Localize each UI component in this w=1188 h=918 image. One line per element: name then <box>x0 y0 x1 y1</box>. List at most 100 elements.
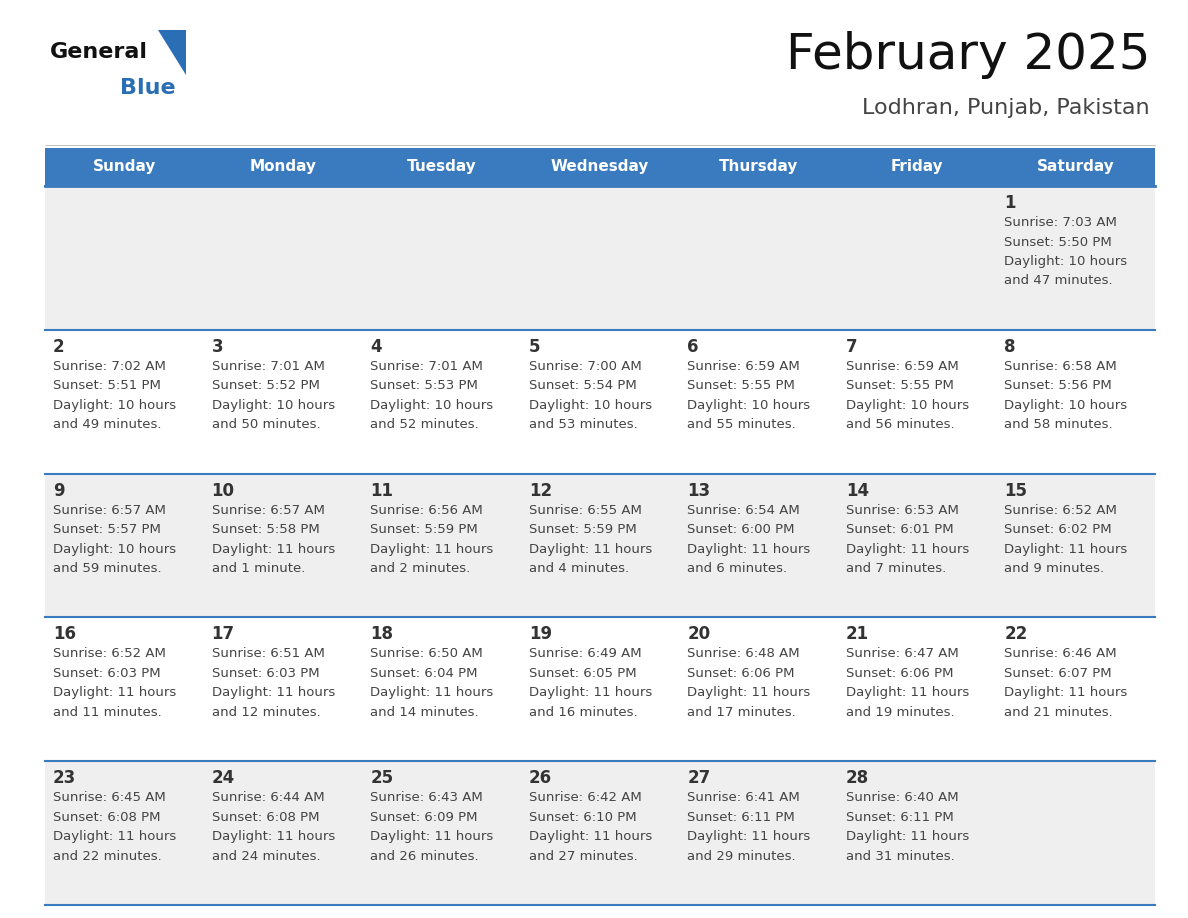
Text: 26: 26 <box>529 769 552 788</box>
Text: and 50 minutes.: and 50 minutes. <box>211 419 321 431</box>
Text: Sunset: 6:03 PM: Sunset: 6:03 PM <box>53 666 160 680</box>
Text: Daylight: 11 hours: Daylight: 11 hours <box>371 687 493 700</box>
Text: Daylight: 11 hours: Daylight: 11 hours <box>53 830 176 844</box>
Text: Daylight: 10 hours: Daylight: 10 hours <box>371 398 493 412</box>
Text: Sunrise: 6:49 AM: Sunrise: 6:49 AM <box>529 647 642 660</box>
Text: Sunset: 6:08 PM: Sunset: 6:08 PM <box>211 811 320 823</box>
Text: Sunset: 5:50 PM: Sunset: 5:50 PM <box>1004 236 1112 249</box>
Text: Sunrise: 6:43 AM: Sunrise: 6:43 AM <box>371 791 482 804</box>
Text: Sunrise: 7:01 AM: Sunrise: 7:01 AM <box>211 360 324 373</box>
Text: Tuesday: Tuesday <box>406 160 476 174</box>
Text: 18: 18 <box>371 625 393 644</box>
Text: Sunset: 6:02 PM: Sunset: 6:02 PM <box>1004 523 1112 536</box>
Text: and 9 minutes.: and 9 minutes. <box>1004 562 1105 575</box>
Text: Daylight: 11 hours: Daylight: 11 hours <box>53 687 176 700</box>
Text: 7: 7 <box>846 338 858 356</box>
Text: Daylight: 11 hours: Daylight: 11 hours <box>529 830 652 844</box>
Text: and 7 minutes.: and 7 minutes. <box>846 562 946 575</box>
Text: 2: 2 <box>53 338 64 356</box>
Text: Sunset: 5:54 PM: Sunset: 5:54 PM <box>529 379 637 392</box>
Text: 21: 21 <box>846 625 868 644</box>
Text: and 16 minutes.: and 16 minutes. <box>529 706 637 719</box>
Text: Daylight: 11 hours: Daylight: 11 hours <box>846 830 969 844</box>
Text: and 26 minutes.: and 26 minutes. <box>371 850 479 863</box>
Text: Sunrise: 6:52 AM: Sunrise: 6:52 AM <box>1004 504 1117 517</box>
Text: Daylight: 11 hours: Daylight: 11 hours <box>846 687 969 700</box>
Text: and 21 minutes.: and 21 minutes. <box>1004 706 1113 719</box>
Bar <box>45 474 1155 618</box>
Text: Sunday: Sunday <box>93 160 156 174</box>
Text: Sunrise: 7:02 AM: Sunrise: 7:02 AM <box>53 360 166 373</box>
Text: 8: 8 <box>1004 338 1016 356</box>
Text: Daylight: 11 hours: Daylight: 11 hours <box>211 830 335 844</box>
Text: Daylight: 10 hours: Daylight: 10 hours <box>53 543 176 555</box>
Text: Sunset: 6:06 PM: Sunset: 6:06 PM <box>846 666 953 680</box>
Text: Daylight: 11 hours: Daylight: 11 hours <box>211 687 335 700</box>
Text: Sunset: 5:59 PM: Sunset: 5:59 PM <box>371 523 478 536</box>
Text: 13: 13 <box>688 482 710 499</box>
Text: Wednesday: Wednesday <box>551 160 649 174</box>
Text: and 6 minutes.: and 6 minutes. <box>688 562 788 575</box>
Text: Sunset: 6:07 PM: Sunset: 6:07 PM <box>1004 666 1112 680</box>
Text: Sunset: 6:06 PM: Sunset: 6:06 PM <box>688 666 795 680</box>
Text: Sunset: 6:10 PM: Sunset: 6:10 PM <box>529 811 637 823</box>
Text: Sunset: 5:51 PM: Sunset: 5:51 PM <box>53 379 160 392</box>
Text: Sunrise: 6:48 AM: Sunrise: 6:48 AM <box>688 647 800 660</box>
Text: Sunset: 5:59 PM: Sunset: 5:59 PM <box>529 523 637 536</box>
Text: Sunrise: 6:57 AM: Sunrise: 6:57 AM <box>211 504 324 517</box>
Bar <box>45 186 1155 330</box>
Text: Sunset: 5:52 PM: Sunset: 5:52 PM <box>211 379 320 392</box>
Text: and 11 minutes.: and 11 minutes. <box>53 706 162 719</box>
Bar <box>45 330 1155 474</box>
Text: Daylight: 10 hours: Daylight: 10 hours <box>529 398 652 412</box>
Text: Sunrise: 6:50 AM: Sunrise: 6:50 AM <box>371 647 482 660</box>
Text: Lodhran, Punjab, Pakistan: Lodhran, Punjab, Pakistan <box>862 98 1150 118</box>
Text: Sunset: 5:56 PM: Sunset: 5:56 PM <box>1004 379 1112 392</box>
Text: and 31 minutes.: and 31 minutes. <box>846 850 955 863</box>
Text: Daylight: 11 hours: Daylight: 11 hours <box>529 687 652 700</box>
Text: 24: 24 <box>211 769 235 788</box>
Text: 20: 20 <box>688 625 710 644</box>
Text: and 19 minutes.: and 19 minutes. <box>846 706 954 719</box>
Text: Sunset: 6:11 PM: Sunset: 6:11 PM <box>846 811 954 823</box>
Text: 22: 22 <box>1004 625 1028 644</box>
Text: 4: 4 <box>371 338 381 356</box>
Text: 11: 11 <box>371 482 393 499</box>
Text: 17: 17 <box>211 625 235 644</box>
Text: Sunset: 6:00 PM: Sunset: 6:00 PM <box>688 523 795 536</box>
Text: 25: 25 <box>371 769 393 788</box>
Text: Sunrise: 6:54 AM: Sunrise: 6:54 AM <box>688 504 800 517</box>
Text: Daylight: 11 hours: Daylight: 11 hours <box>529 543 652 555</box>
Text: Daylight: 10 hours: Daylight: 10 hours <box>53 398 176 412</box>
Text: Friday: Friday <box>891 160 943 174</box>
Text: and 52 minutes.: and 52 minutes. <box>371 419 479 431</box>
Text: Blue: Blue <box>120 78 176 98</box>
Text: Sunset: 5:55 PM: Sunset: 5:55 PM <box>846 379 954 392</box>
Text: Sunset: 6:05 PM: Sunset: 6:05 PM <box>529 666 637 680</box>
Text: and 12 minutes.: and 12 minutes. <box>211 706 321 719</box>
Text: Sunset: 6:01 PM: Sunset: 6:01 PM <box>846 523 954 536</box>
Text: and 29 minutes.: and 29 minutes. <box>688 850 796 863</box>
Text: and 59 minutes.: and 59 minutes. <box>53 562 162 575</box>
Text: Sunrise: 6:40 AM: Sunrise: 6:40 AM <box>846 791 959 804</box>
Text: 15: 15 <box>1004 482 1028 499</box>
Text: 19: 19 <box>529 625 552 644</box>
Text: Daylight: 11 hours: Daylight: 11 hours <box>371 830 493 844</box>
Text: Daylight: 11 hours: Daylight: 11 hours <box>211 543 335 555</box>
Text: Daylight: 11 hours: Daylight: 11 hours <box>688 543 810 555</box>
Text: Sunrise: 6:58 AM: Sunrise: 6:58 AM <box>1004 360 1117 373</box>
Text: 1: 1 <box>1004 194 1016 212</box>
Text: Daylight: 10 hours: Daylight: 10 hours <box>211 398 335 412</box>
Text: Sunrise: 6:59 AM: Sunrise: 6:59 AM <box>846 360 959 373</box>
Text: Sunrise: 6:51 AM: Sunrise: 6:51 AM <box>211 647 324 660</box>
Text: 23: 23 <box>53 769 76 788</box>
Text: and 17 minutes.: and 17 minutes. <box>688 706 796 719</box>
Text: Sunset: 6:04 PM: Sunset: 6:04 PM <box>371 666 478 680</box>
Text: Sunrise: 6:55 AM: Sunrise: 6:55 AM <box>529 504 642 517</box>
Text: Sunrise: 6:47 AM: Sunrise: 6:47 AM <box>846 647 959 660</box>
Text: Sunset: 6:09 PM: Sunset: 6:09 PM <box>371 811 478 823</box>
Text: Thursday: Thursday <box>719 160 798 174</box>
Text: Sunrise: 6:56 AM: Sunrise: 6:56 AM <box>371 504 482 517</box>
Text: Sunrise: 6:41 AM: Sunrise: 6:41 AM <box>688 791 800 804</box>
Text: General: General <box>50 42 148 62</box>
